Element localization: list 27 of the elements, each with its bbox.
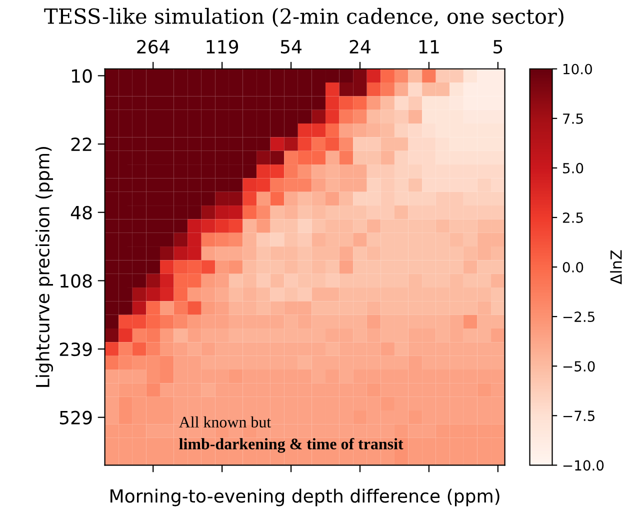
color-bar-label: −2.5	[563, 312, 594, 322]
x-tick-label: 54	[280, 40, 302, 54]
annotation: limb-darkening & time of transit	[179, 438, 404, 453]
color-bar-label: 10.0	[563, 64, 592, 74]
x-tick-label: 5	[494, 40, 502, 54]
color-bar-label: −7.5	[563, 410, 594, 422]
y-tick-label: 10	[72, 69, 92, 83]
color-bar-label: 7.5	[563, 114, 583, 124]
x-tick-label: 11	[419, 40, 439, 54]
chart-title: TESS-like simulation (2-min cadence, one sector)	[44, 8, 564, 27]
y-tick-label: 22	[71, 137, 92, 151]
x-tick-label: 264	[137, 40, 170, 54]
y-tick-label: 48	[70, 206, 92, 220]
color-bar-label: −5.0	[563, 361, 595, 372]
x-tick-label: 24	[350, 40, 370, 54]
color-bar-label: 2.5	[562, 212, 583, 223]
color-bar-title: ΔlnZ	[610, 250, 622, 284]
annotation: All known but	[178, 416, 272, 428]
x-tick-label: 119	[206, 40, 238, 54]
y-tick-label: 529	[60, 410, 92, 424]
y-tick-label: 108	[60, 274, 92, 288]
y-tick-label: 239	[60, 342, 92, 356]
color-bar-label: 0.0	[562, 262, 584, 272]
y-axis-title: Lightcurve precision (ppm)	[36, 146, 54, 387]
x-axis-title: Morning-to-evening depth difference (ppm)	[110, 488, 500, 506]
color-bar-label: 5.0	[563, 162, 584, 174]
color-bar-label: −10.0	[563, 460, 604, 471]
